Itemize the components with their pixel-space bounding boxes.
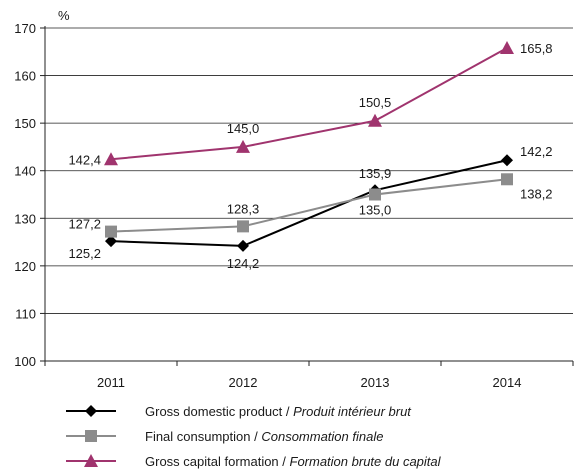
y-tick-label: 160: [14, 69, 36, 84]
data-point: [236, 139, 250, 153]
y-tick-label: 150: [14, 116, 36, 131]
y-tick-label: 140: [14, 164, 36, 179]
data-label: 165,8: [520, 41, 553, 56]
data-label: 150,5: [359, 95, 392, 110]
y-tick-label: 110: [15, 306, 36, 321]
legend-label-fr: Produit intérieur brut: [293, 404, 412, 419]
data-point: [105, 225, 117, 238]
x-tick-label: 2012: [229, 375, 258, 390]
data-labels: 125,2 124,2 135,9 142,2 127,2 128,3 135,0 138,2…: [68, 41, 552, 271]
data-label: 145,0: [227, 121, 260, 136]
data-point: [237, 220, 249, 233]
legend-label-en: Gross domestic product /: [145, 404, 293, 419]
x-tick-label: 2013: [361, 375, 390, 390]
data-point: [501, 173, 513, 186]
y-axis-label: %: [58, 8, 70, 23]
data-point: [237, 239, 249, 252]
series-line: [110, 178, 508, 233]
legend-marker: [85, 405, 97, 417]
y-tick-label: 170: [14, 21, 36, 36]
data-point: [368, 113, 382, 127]
legend-label: Gross domestic product / Produit intérie…: [145, 404, 412, 419]
y-tick-label: 100: [14, 354, 36, 369]
data-point: [105, 235, 117, 248]
legend-label-en: Final consumption /: [145, 429, 261, 444]
legend-label-en: Gross capital formation /: [145, 454, 290, 469]
axes: 100 110 120 130 140 150 160 170 2011 2012 2013 2014: [14, 21, 574, 390]
series-line: [110, 47, 508, 161]
legend-marker: [85, 430, 97, 442]
data-label: 124,2: [227, 256, 260, 271]
x-tick-label: 2014: [493, 375, 522, 390]
data-point: [501, 154, 513, 167]
legend-label: Gross capital formation / Formation brut…: [145, 454, 442, 469]
data-label: 125,2: [68, 246, 101, 261]
data-point: [500, 40, 514, 54]
legend-marker: [84, 454, 98, 467]
data-label: 142,4: [68, 152, 101, 167]
series-line: [110, 159, 508, 247]
data-point: [369, 188, 381, 201]
legend-label-fr: Formation brute du capital: [290, 454, 442, 469]
data-label: 142,2: [520, 144, 553, 159]
x-tick-label: 2011: [97, 375, 125, 390]
legend-label-fr: Consommation finale: [261, 429, 383, 444]
y-tick-label: 120: [14, 259, 36, 274]
data-point: [104, 152, 118, 166]
data-label: 135,9: [359, 166, 392, 181]
series-group: [104, 40, 514, 252]
data-label: 127,2: [68, 217, 101, 232]
legend-label: Final consumption / Consommation finale: [145, 429, 383, 444]
legend: Gross domestic product / Produit intérie…: [66, 404, 442, 469]
gridlines: [45, 27, 573, 314]
data-label: 138,2: [520, 186, 553, 201]
data-label: 128,3: [227, 201, 260, 216]
data-label: 135,0: [359, 203, 392, 218]
y-tick-label: 130: [14, 211, 36, 226]
